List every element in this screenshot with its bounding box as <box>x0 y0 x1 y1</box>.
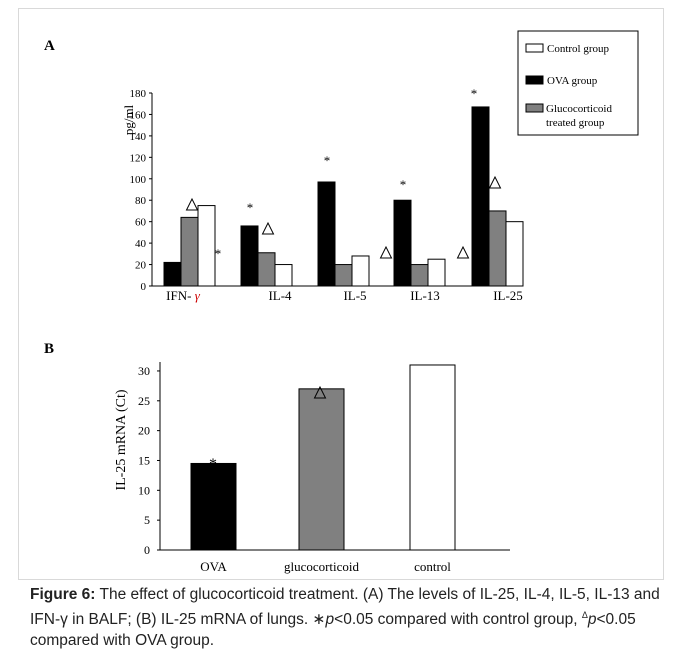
caption-label: Figure 6: <box>30 586 96 603</box>
panel-a-x-tick-label: IL-25 <box>493 288 523 303</box>
panel-b-x-tick-label: control <box>414 559 451 574</box>
caption-text2: <0.05 compared with control group, <box>334 611 582 629</box>
panel-a-y-tick-label: 140 <box>130 131 147 143</box>
panel-a-y-tick-label: 160 <box>130 109 147 121</box>
panel-b-x-tick-label: OVA <box>200 559 227 574</box>
panel-b-significance-triangle <box>313 385 327 399</box>
caption-text3: <0.05 compared with OVA group. <box>30 611 636 650</box>
panel-b-y-tick-label: 15 <box>138 453 150 467</box>
panel-a-significance-triangle <box>261 221 275 235</box>
panel-b-significance-star: * <box>209 456 217 473</box>
panel-b-y-tick-label: 30 <box>138 364 150 378</box>
panel-a-y-tick-label: 0 <box>141 281 147 293</box>
panel-a-bar <box>163 261 182 287</box>
panel-a-bar <box>240 225 259 287</box>
caption-p1: p <box>325 611 335 629</box>
panel-a-y-axis-title: pg/ml <box>121 104 136 135</box>
panel-a-bar <box>317 181 336 287</box>
panel-a-y-tick-label: 80 <box>135 195 147 207</box>
panel-a-x-tick-label: IL-4 <box>268 288 292 303</box>
panel-a-bar <box>351 255 370 287</box>
panel-a-significance-triangle <box>456 245 470 259</box>
panel-a-bar <box>257 252 276 287</box>
panel-a-significance-star: * <box>215 246 222 261</box>
panel-a-x-tick-label: IL-13 <box>410 288 440 303</box>
panel-a-bar <box>197 205 216 287</box>
panel-a-significance-star: * <box>324 153 331 168</box>
panel-b-y-tick-label: 0 <box>144 543 150 557</box>
panel-a-y-tick-label: 40 <box>135 238 147 250</box>
panel-a-bar <box>471 106 490 287</box>
panel-b-bar <box>298 388 345 551</box>
panel-a-legend: Control group OVA group Glucocorticoid trea… <box>517 30 639 136</box>
panel-b-y-tick-label: 25 <box>138 394 150 408</box>
panel-a-bar <box>427 258 446 287</box>
panel-a-y-tick-label: 20 <box>135 260 147 272</box>
legend-label: OVA group <box>547 75 598 87</box>
panel-a-bar <box>274 264 293 287</box>
panel-a-chart: Apg/ml 0 20 40 60 80 100 120 140 160 180 IFN- γ IL-4… <box>44 38 524 303</box>
panel-a-bar <box>334 264 353 287</box>
panel-b-y-tick-label: 5 <box>144 513 150 527</box>
panel-b-y-tick-label: 10 <box>138 483 150 497</box>
panel-a-bar <box>410 264 429 287</box>
panel-a-bar <box>180 216 199 287</box>
panel-b-y-axis-title: IL-25 mRNA (Ct) <box>114 389 129 490</box>
panel-a-y-tick-label: 120 <box>130 152 147 164</box>
figure-caption: Figure 6: The effect of glucocorticoid t… <box>30 584 660 651</box>
panel-a-significance-star: * <box>471 86 478 101</box>
legend-label: Control group <box>547 43 610 55</box>
panel-a-y-tick-label: 100 <box>130 174 147 186</box>
legend-swatch <box>525 103 544 113</box>
panel-b-x-tick-label: glucocorticoid <box>284 559 360 574</box>
legend-swatch <box>525 75 544 85</box>
panel-a-bar <box>488 210 507 287</box>
caption-triangle: Δ <box>581 610 588 620</box>
panel-a-bar <box>393 199 412 287</box>
panel-a-bar <box>505 221 524 287</box>
panel-a-y-tick-label: 60 <box>135 217 147 229</box>
panel-b-label: B <box>44 341 54 357</box>
panel-a-significance-triangle <box>185 197 199 211</box>
panel-a-significance-triangle <box>379 245 393 259</box>
panel-a-label: A <box>44 38 55 54</box>
panel-a-significance-star: * <box>247 200 254 215</box>
legend-label: Glucocorticoid <box>546 103 612 115</box>
panel-a-x-tick-label: IFN- γ <box>166 288 201 303</box>
panel-a-significance-triangle <box>488 175 502 189</box>
panel-a-y-tick-label: 180 <box>130 88 147 100</box>
panel-a-x-tick-label: IL-5 <box>343 288 366 303</box>
figure-frame <box>18 8 664 580</box>
legend-label: treated group <box>546 117 605 129</box>
panel-a-significance-star: * <box>400 177 407 192</box>
panel-b-bar <box>190 462 237 551</box>
panel-b-y-tick-label: 20 <box>138 424 150 438</box>
caption-p2: p <box>587 611 597 629</box>
caption-text: The effect of glucocorticoid treatment. … <box>30 586 660 629</box>
panel-b-bar <box>409 364 456 551</box>
panel-b-chart: B IL-25 mRNA (Ct) 0 5 10 15 20 25 30 OVA glucocort… <box>44 341 510 574</box>
legend-swatch <box>525 43 544 53</box>
